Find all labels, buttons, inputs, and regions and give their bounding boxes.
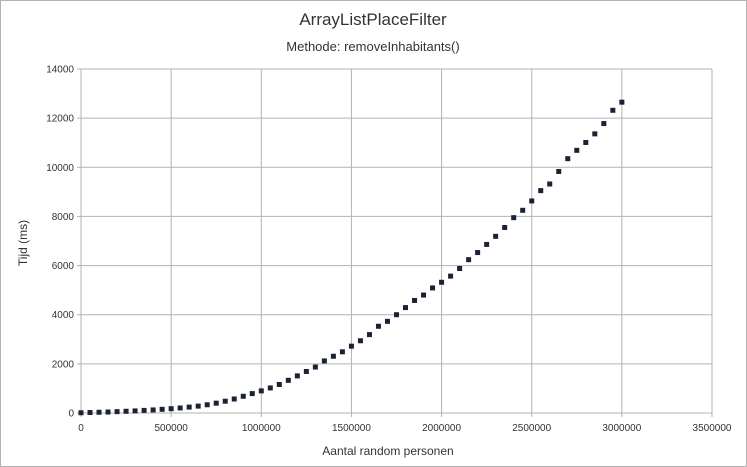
data-point xyxy=(502,224,508,230)
x-tick-label: 2500000 xyxy=(512,423,551,434)
data-point xyxy=(132,408,138,414)
data-point xyxy=(357,338,363,344)
data-point xyxy=(348,343,354,349)
data-point xyxy=(330,353,336,359)
data-points xyxy=(78,99,625,416)
y-tick-label: 2000 xyxy=(52,359,75,370)
y-tick-label: 14000 xyxy=(46,65,74,76)
data-point xyxy=(141,407,147,413)
data-point xyxy=(484,241,490,247)
data-point xyxy=(421,292,427,298)
data-point xyxy=(430,285,436,291)
data-point xyxy=(186,404,192,410)
data-point xyxy=(96,409,102,415)
data-point xyxy=(448,273,454,279)
data-point xyxy=(195,403,201,409)
data-point xyxy=(222,398,228,404)
data-point xyxy=(231,396,237,402)
data-point xyxy=(457,266,463,272)
data-point xyxy=(294,373,300,379)
data-point xyxy=(511,215,517,221)
axes xyxy=(77,68,713,417)
y-tick-label: 10000 xyxy=(46,163,74,174)
data-point xyxy=(475,250,481,256)
data-point xyxy=(565,156,571,162)
data-point xyxy=(240,393,246,399)
x-tick-label: 1500000 xyxy=(332,423,371,434)
x-tick-label: 3000000 xyxy=(602,423,641,434)
x-tick-label: 2000000 xyxy=(422,423,461,434)
data-point xyxy=(403,305,409,311)
y-axis-label: Tijd (ms) xyxy=(16,220,30,266)
x-tick-label: 500000 xyxy=(154,423,188,434)
x-tick-labels: 0 500000 1000000 1500000 2000000 2500000 30000… xyxy=(78,423,732,434)
data-point xyxy=(249,391,255,397)
data-point xyxy=(114,409,120,415)
data-point xyxy=(276,381,282,387)
chart-title: ArrayListPlaceFilter xyxy=(299,10,447,29)
data-point xyxy=(538,188,544,194)
x-tick-label: 3500000 xyxy=(693,423,732,434)
data-point xyxy=(493,233,499,239)
data-point xyxy=(375,323,381,329)
data-point xyxy=(285,377,291,383)
data-point xyxy=(87,410,93,416)
data-point xyxy=(574,147,580,153)
data-point xyxy=(204,402,210,408)
data-point xyxy=(78,410,84,416)
data-point xyxy=(592,131,598,137)
data-point xyxy=(529,198,535,204)
x-tick-label: 0 xyxy=(78,423,84,434)
chart-subtitle: Methode: removeInhabitants() xyxy=(286,39,459,54)
data-point xyxy=(150,407,156,413)
data-point xyxy=(312,364,318,370)
data-point xyxy=(466,257,472,263)
data-point xyxy=(339,349,345,355)
data-point xyxy=(619,99,625,105)
y-tick-label: 0 xyxy=(68,409,74,420)
gridlines xyxy=(80,68,713,414)
data-point xyxy=(439,279,445,285)
y-tick-label: 12000 xyxy=(46,114,74,125)
data-point xyxy=(267,385,273,391)
x-tick-label: 1000000 xyxy=(242,423,281,434)
data-point xyxy=(394,312,399,318)
data-point xyxy=(384,318,390,324)
data-point xyxy=(123,408,129,414)
data-point xyxy=(366,332,372,338)
data-point xyxy=(159,406,165,412)
data-point xyxy=(213,400,219,406)
y-tick-label: 8000 xyxy=(52,212,75,223)
data-point xyxy=(105,409,111,415)
data-point xyxy=(610,107,616,113)
data-point xyxy=(303,368,309,374)
data-point xyxy=(168,406,174,412)
y-tick-labels: 0 2000 4000 6000 8000 10000 12000 14000 xyxy=(46,65,74,420)
data-point xyxy=(556,168,562,174)
y-tick-label: 4000 xyxy=(52,310,75,321)
data-point xyxy=(583,139,589,145)
data-point xyxy=(601,121,607,127)
y-tick-label: 6000 xyxy=(52,261,75,272)
data-point xyxy=(547,181,553,187)
data-point xyxy=(177,405,183,411)
x-axis-label: Aantal random personen xyxy=(322,444,453,458)
data-point xyxy=(412,297,418,303)
data-point xyxy=(520,207,526,213)
data-point xyxy=(258,388,264,394)
data-point xyxy=(321,358,327,364)
